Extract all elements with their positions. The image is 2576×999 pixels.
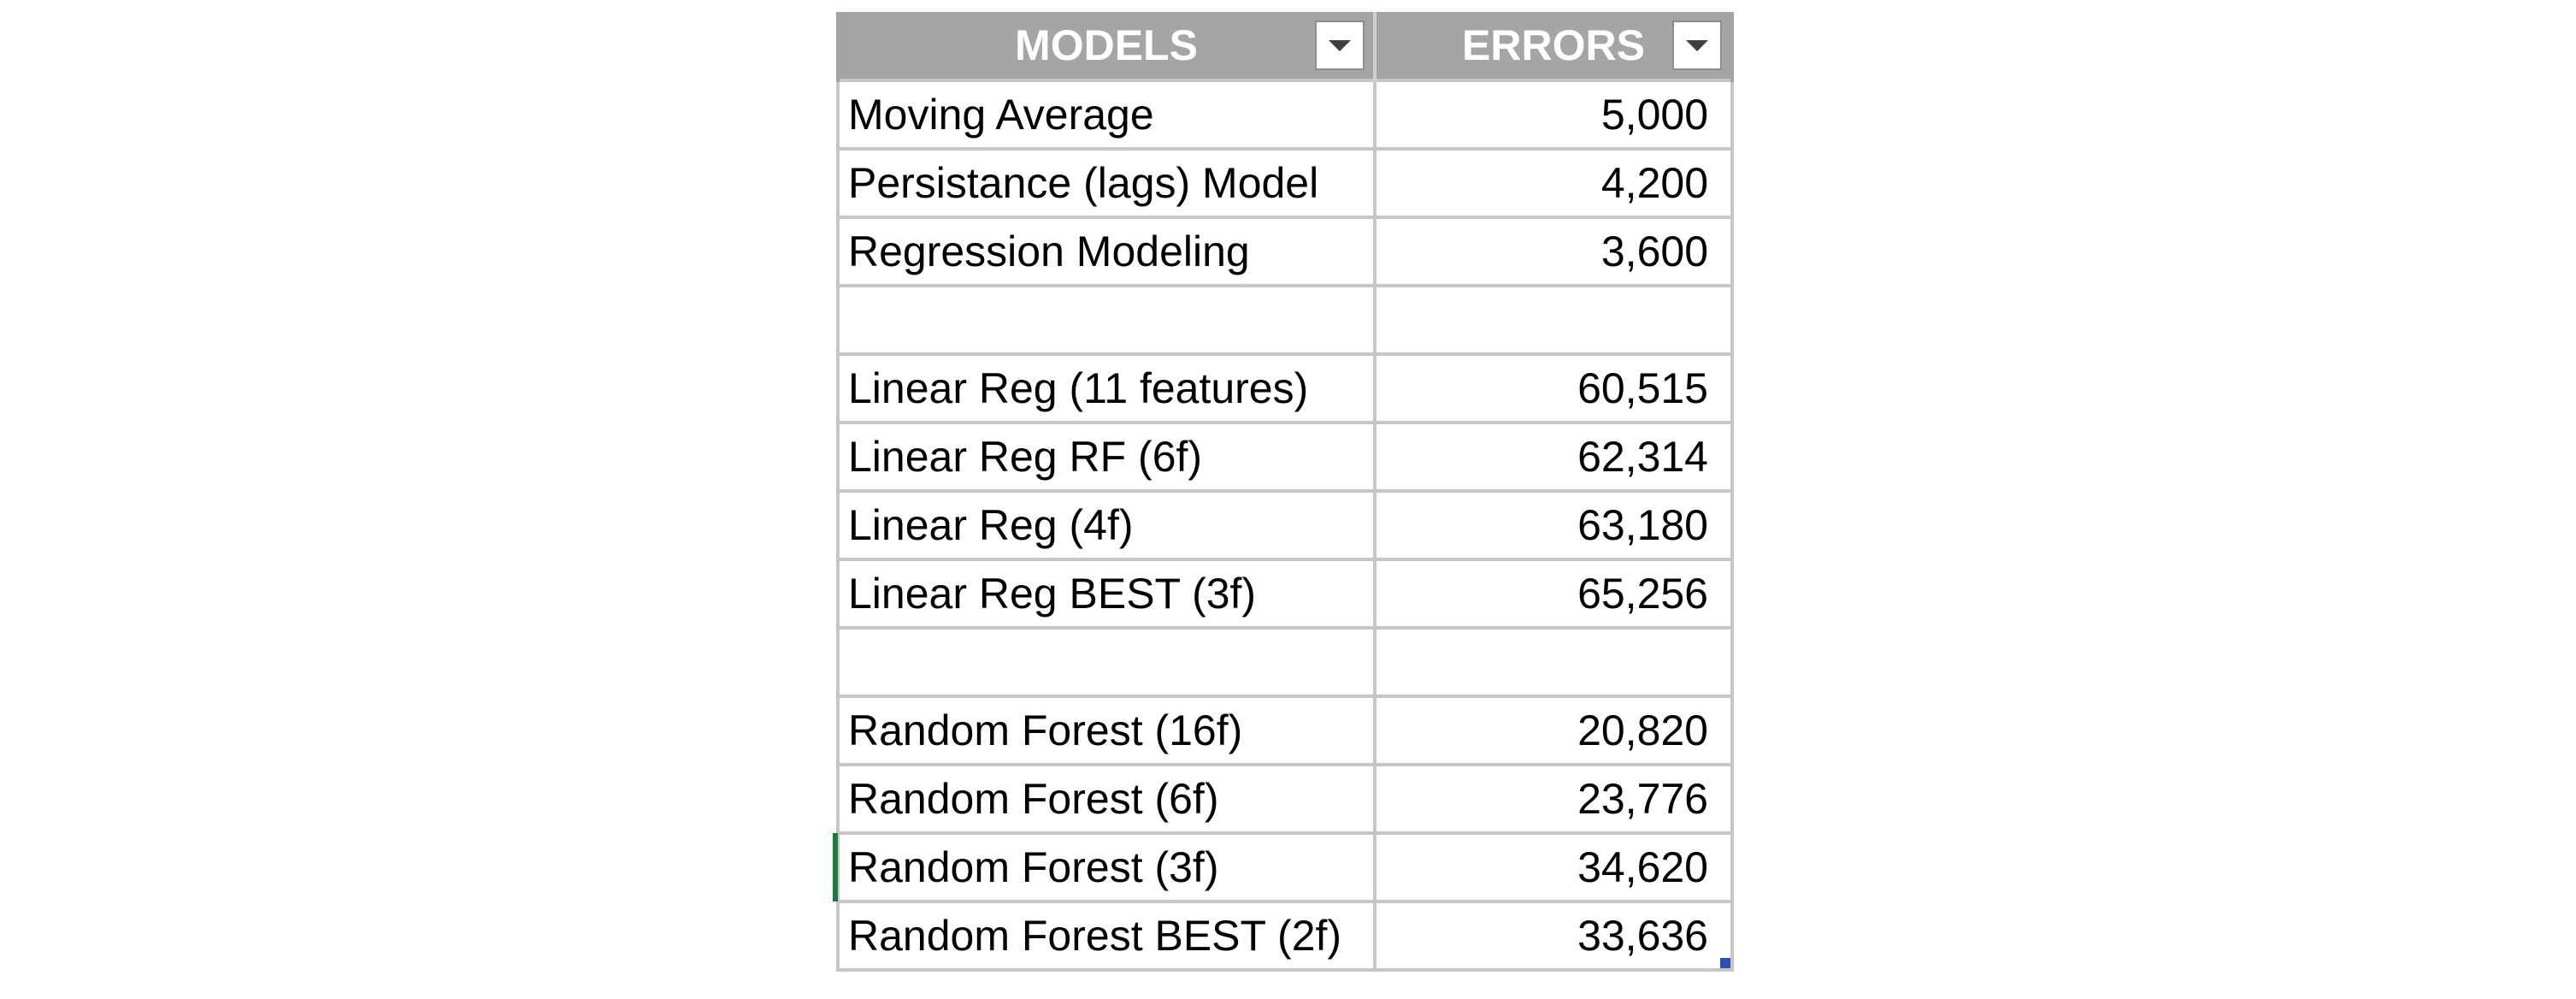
cell-model[interactable]: Persistance (lags) Model [836,147,1376,219]
chevron-down-icon [1686,40,1708,51]
cell-model[interactable]: Linear Reg (11 features) [836,352,1376,424]
cell-error[interactable]: 63,180 [1373,489,1734,561]
cell-error[interactable]: 4,200 [1373,147,1734,219]
cell-error-value: 33,636 [1577,912,1708,960]
cell-model[interactable]: Random Forest (3f) [836,831,1376,903]
table-row: Linear Reg BEST (3f) 65,256 [836,558,1734,630]
filter-dropdown-button[interactable] [1672,21,1722,70]
cell-error[interactable]: 65,256 [1373,558,1734,630]
column-header-models[interactable]: MODELS [836,12,1376,80]
cell-model[interactable] [836,284,1376,356]
cell-error[interactable]: 33,636 [1373,900,1734,972]
filter-dropdown-button[interactable] [1315,21,1365,70]
cell-model[interactable]: Regression Modeling [836,216,1376,287]
fill-handle[interactable] [1718,956,1729,966]
cell-model[interactable]: Linear Reg RF (6f) [836,421,1376,493]
column-header-label: MODELS [1015,21,1198,69]
cell-model[interactable] [836,626,1376,698]
table-row [836,284,1734,356]
cell-error[interactable]: 23,776 [1373,763,1734,835]
table-row: Moving Average 5,000 [836,79,1734,151]
cell-error[interactable]: 62,314 [1373,421,1734,493]
cell-error[interactable]: 20,820 [1373,695,1734,766]
table-row: Random Forest (16f) 20,820 [836,695,1734,766]
cell-error[interactable]: 5,000 [1373,79,1734,151]
models-errors-table: MODELS ERRORS Moving Average 5,000 [836,12,1734,972]
cell-error[interactable] [1373,626,1734,698]
cell-model[interactable]: Linear Reg BEST (3f) [836,558,1376,630]
table-row: Random Forest (3f) 34,620 [836,831,1734,903]
cell-model[interactable]: Moving Average [836,79,1376,151]
column-header-errors[interactable]: ERRORS [1373,12,1734,80]
cell-model[interactable]: Linear Reg (4f) [836,489,1376,561]
cell-error[interactable] [1373,284,1734,356]
table-row: Linear Reg (11 features) 60,515 [836,352,1734,424]
header-row: MODELS ERRORS [836,12,1734,80]
spreadsheet-table: MODELS ERRORS Moving Average 5,000 [833,12,1734,972]
table-row: Persistance (lags) Model 4,200 [836,147,1734,219]
table-row: Linear Reg RF (6f) 62,314 [836,421,1734,493]
table-row: Random Forest (6f) 23,776 [836,763,1734,835]
column-header-label: ERRORS [1462,21,1645,69]
cell-model[interactable]: Random Forest (16f) [836,695,1376,766]
cell-model[interactable]: Random Forest BEST (2f) [836,900,1376,972]
cell-error[interactable]: 60,515 [1373,352,1734,424]
cell-error[interactable]: 34,620 [1373,831,1734,903]
table-row: Linear Reg (4f) 63,180 [836,489,1734,561]
table-row [836,626,1734,698]
chevron-down-icon [1329,40,1351,51]
selection-marker [833,833,838,901]
cell-error[interactable]: 3,600 [1373,216,1734,287]
table-row: Random Forest BEST (2f) 33,636 [836,900,1734,972]
cell-model[interactable]: Random Forest (6f) [836,763,1376,835]
table-row: Regression Modeling 3,600 [836,216,1734,287]
